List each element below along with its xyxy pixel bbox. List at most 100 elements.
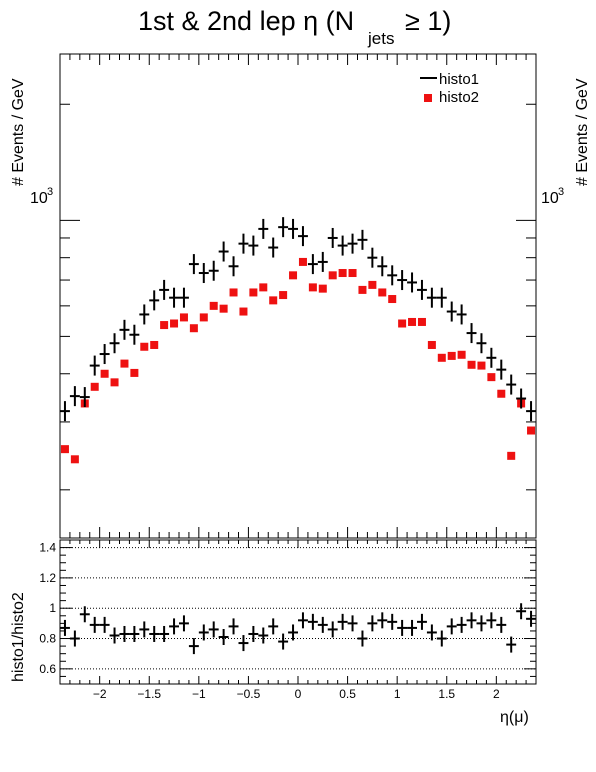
x-tick-label: 2 bbox=[493, 687, 500, 701]
histo2-point bbox=[527, 426, 536, 435]
histo1-point bbox=[169, 287, 179, 308]
ratio-point bbox=[99, 616, 110, 633]
histo2-point bbox=[457, 350, 466, 359]
histo1-point bbox=[139, 304, 150, 325]
histo2-point bbox=[259, 283, 268, 292]
histo1-point bbox=[426, 287, 437, 308]
y-tick-label: 1 bbox=[49, 601, 56, 615]
histo2-point bbox=[348, 269, 357, 278]
y-tick-exp-left: 3 bbox=[47, 186, 53, 198]
histo2-point bbox=[120, 359, 129, 368]
histo2-point bbox=[130, 368, 139, 377]
histo1-point bbox=[397, 270, 408, 291]
histo2-point bbox=[417, 317, 426, 326]
ratio-point bbox=[496, 616, 507, 633]
histo1-point bbox=[417, 279, 427, 300]
histo2-point bbox=[447, 351, 456, 360]
ratio-point bbox=[69, 630, 80, 647]
title-tail: ≥ 1) bbox=[405, 6, 451, 36]
ratio-point bbox=[278, 633, 289, 650]
histo2-point bbox=[338, 269, 347, 278]
upper-plot-frame bbox=[59, 53, 537, 539]
histo1-point bbox=[367, 247, 378, 268]
x-tick-label: 1.5 bbox=[438, 687, 455, 701]
ratio-point bbox=[426, 624, 437, 641]
histo1-point bbox=[476, 333, 487, 354]
x-tick-label: −2 bbox=[93, 687, 107, 701]
histo1-point bbox=[278, 217, 289, 238]
title-main: 1st & 2nd lep η (N bbox=[138, 6, 354, 36]
y-tick-label: 1.2 bbox=[39, 571, 56, 585]
histo2-point bbox=[358, 285, 367, 294]
histo1-point bbox=[149, 290, 160, 311]
histo1-point bbox=[99, 344, 110, 365]
legend-histo2-marker bbox=[424, 94, 432, 102]
ratio-point bbox=[79, 606, 90, 623]
ratio-point bbox=[109, 627, 120, 644]
histo2-point bbox=[318, 284, 327, 293]
ratio-markers bbox=[60, 603, 536, 655]
histo1-point bbox=[248, 235, 259, 256]
histo2-point bbox=[239, 307, 248, 316]
histo2-point bbox=[298, 257, 307, 266]
ratio-point bbox=[397, 619, 408, 636]
histo2-point bbox=[269, 296, 278, 305]
legend-histo1-label: histo1 bbox=[439, 71, 479, 88]
histo2-point bbox=[140, 342, 149, 351]
histo1-point bbox=[159, 279, 170, 300]
histo1-point bbox=[327, 227, 338, 248]
y-tick-label: 1.4 bbox=[39, 541, 56, 555]
upper-y-tick-label-right: 10 3 bbox=[541, 186, 564, 207]
ratio-point bbox=[526, 610, 536, 627]
ratio-point bbox=[119, 625, 130, 642]
histo1-point bbox=[466, 323, 477, 344]
y-tick-base-left: 10 bbox=[30, 190, 48, 207]
histo2-point bbox=[90, 382, 99, 391]
histo1-point bbox=[60, 401, 70, 422]
histo1-point bbox=[179, 287, 189, 308]
upper-axis-ticks bbox=[59, 54, 537, 538]
histo1-point bbox=[79, 387, 90, 408]
ratio-point bbox=[377, 612, 388, 629]
histo1-point bbox=[119, 319, 130, 340]
histo1-point bbox=[516, 388, 527, 409]
histo1-point bbox=[258, 218, 269, 239]
lower-plot-frame bbox=[59, 539, 537, 685]
ratio-point bbox=[446, 618, 457, 635]
ratio-point bbox=[139, 621, 150, 638]
histo1-point bbox=[446, 301, 457, 322]
ratio-point bbox=[466, 612, 477, 629]
histo1-point bbox=[347, 233, 358, 254]
ratio-point bbox=[417, 613, 427, 630]
ratio-point bbox=[218, 629, 229, 646]
histo2-point bbox=[308, 283, 317, 292]
histo2-point bbox=[110, 378, 119, 387]
ratio-point bbox=[506, 636, 517, 653]
histo2-point bbox=[477, 361, 486, 370]
ratio-point bbox=[407, 619, 417, 636]
x-axis-label: η(μ) bbox=[500, 709, 529, 726]
histo1-point bbox=[109, 333, 120, 354]
histo1-markers bbox=[60, 217, 536, 422]
histo1-point bbox=[208, 260, 219, 281]
ratio-point bbox=[149, 625, 160, 642]
histo2-point bbox=[388, 295, 397, 304]
histo1-point bbox=[288, 218, 298, 239]
histo2-markers bbox=[60, 257, 536, 464]
y-tick-base-right: 10 bbox=[541, 190, 559, 207]
ratio-point bbox=[367, 615, 378, 632]
histo1-point bbox=[357, 229, 368, 250]
title-subscript: jets bbox=[367, 29, 394, 48]
upper-y-tick-label-left: 10 3 bbox=[30, 186, 53, 207]
histo1-point bbox=[337, 235, 348, 256]
histo2-point bbox=[189, 324, 198, 333]
histo2-point bbox=[328, 271, 337, 280]
legend-histo2-label: histo2 bbox=[439, 89, 479, 106]
ratio-point bbox=[486, 612, 497, 629]
ratio-point bbox=[159, 625, 170, 642]
histo2-point bbox=[100, 369, 109, 378]
histo2-point bbox=[219, 304, 228, 313]
ratio-point bbox=[476, 615, 487, 632]
histo1-point bbox=[268, 237, 279, 258]
lower-gridlines bbox=[60, 547, 536, 670]
